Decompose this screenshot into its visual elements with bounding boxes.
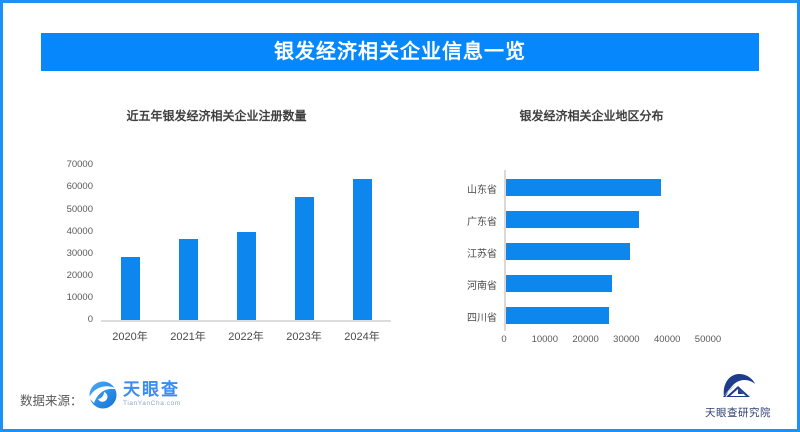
y-tick-label: 20000 bbox=[66, 269, 93, 281]
tianyancha-logo-text-block: 天眼查 TianYanCha.com bbox=[123, 381, 181, 407]
x-tick-label: 30000 bbox=[613, 334, 640, 345]
x-category-label: 2021年 bbox=[170, 331, 206, 343]
region-label: 四川省 bbox=[467, 313, 497, 324]
y-tick-label: 10000 bbox=[66, 291, 93, 303]
x-tick-label: 0 bbox=[501, 334, 507, 345]
x-category-label: 2020年 bbox=[112, 331, 148, 343]
institute-eye-mountain-icon bbox=[723, 374, 755, 397]
y-tick-label: 30000 bbox=[66, 247, 93, 259]
x-category-label: 2023年 bbox=[286, 331, 322, 343]
left-chart-title: 近五年银发经济相关企业注册数量 bbox=[126, 109, 307, 123]
region-label: 江苏省 bbox=[467, 249, 497, 260]
bar-河南省 bbox=[506, 274, 613, 292]
region-label: 广东省 bbox=[467, 217, 497, 228]
x-tick-label: 10000 bbox=[531, 334, 558, 345]
y-tick-label: 40000 bbox=[66, 225, 93, 237]
bar-2020年 bbox=[120, 256, 140, 320]
left-chart-x-axis-line bbox=[101, 320, 391, 322]
bar-广东省 bbox=[506, 210, 640, 228]
x-category-label: 2022年 bbox=[228, 331, 264, 343]
x-category-label: 2024年 bbox=[344, 331, 380, 343]
page-title: 银发经济相关企业信息一览 bbox=[41, 33, 759, 71]
region-label: 河南省 bbox=[467, 281, 497, 292]
institute-label: 天眼查研究院 bbox=[705, 407, 771, 419]
bar-2024年 bbox=[352, 178, 372, 320]
bar-山东省 bbox=[506, 178, 662, 196]
x-tick-label: 20000 bbox=[572, 334, 599, 345]
y-tick-label: 0 bbox=[87, 314, 93, 325]
x-tick-label: 40000 bbox=[653, 334, 681, 345]
bar-2022年 bbox=[236, 231, 256, 320]
tianyancha-logo-text: 天眼查 bbox=[123, 380, 180, 399]
region-label: 山东省 bbox=[467, 185, 497, 196]
x-tick-label: 50000 bbox=[694, 334, 722, 345]
y-tick-label: 50000 bbox=[66, 203, 93, 215]
data-source-label: 数据来源： bbox=[20, 394, 83, 408]
bar-江苏省 bbox=[506, 242, 631, 260]
institute-logo-block: 天眼查研究院 bbox=[701, 372, 775, 420]
right-chart-title: 银发经济相关企业地区分布 bbox=[519, 109, 664, 123]
bar-四川省 bbox=[506, 306, 610, 324]
y-tick-label: 70000 bbox=[66, 159, 93, 171]
y-tick-label: 60000 bbox=[66, 181, 93, 193]
bar-2023年 bbox=[294, 196, 314, 320]
tianyancha-eye-icon bbox=[89, 381, 118, 409]
tianyancha-logo-subtext: TianYanCha.com bbox=[123, 400, 181, 407]
right-chart-y-axis-line bbox=[504, 170, 506, 331]
bar-2021年 bbox=[178, 239, 198, 320]
